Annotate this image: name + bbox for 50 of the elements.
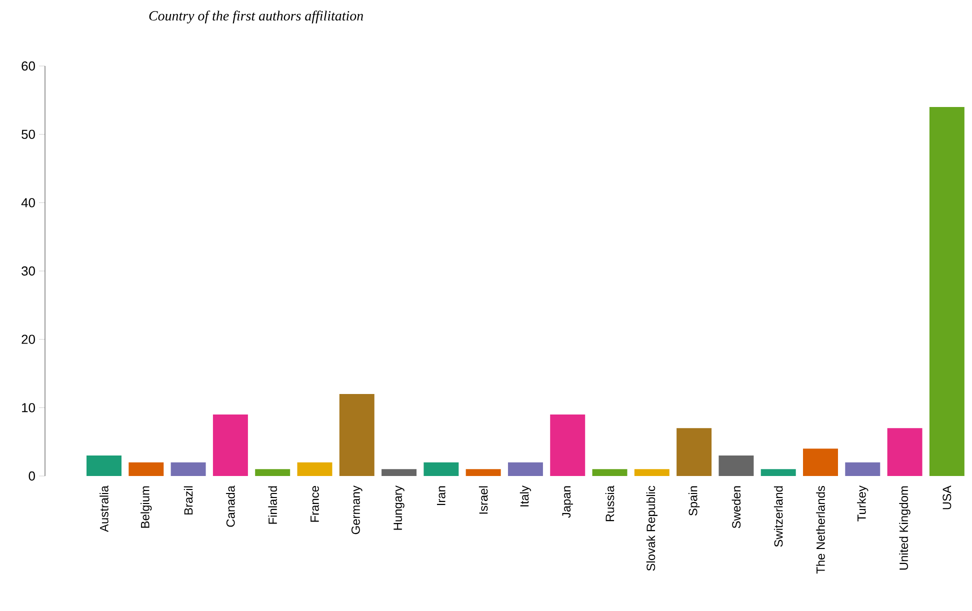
- x-tick-label: Slovak Republic: [646, 486, 658, 571]
- x-tick-label: Russia: [605, 486, 614, 522]
- bar: [508, 462, 543, 476]
- x-tick-label: Japan: [562, 486, 573, 518]
- x-tick-label: France: [310, 486, 319, 522]
- bar: [592, 469, 628, 476]
- y-tick-label: 50: [22, 130, 35, 139]
- x-tick-label: Belgium: [140, 486, 152, 528]
- bar: [86, 456, 122, 476]
- y-tick-label: 30: [22, 266, 35, 276]
- bar: [382, 469, 417, 476]
- x-tick-label: Finland: [268, 486, 277, 524]
- bar: [760, 469, 796, 476]
- y-tick-label: 10: [22, 403, 35, 412]
- bar: [929, 107, 964, 476]
- x-tick-label: Hungary: [394, 486, 404, 530]
- bar: [255, 469, 290, 476]
- x-tick-label: The Netherlands: [816, 486, 825, 574]
- x-tick-label: Germany: [351, 486, 362, 534]
- y-tick-label: 0: [28, 471, 35, 481]
- x-tick-label: Spain: [688, 486, 700, 516]
- x-tick-label: Australia: [100, 486, 108, 532]
- bar: [845, 462, 880, 476]
- x-tick-label: Sweden: [732, 486, 741, 528]
- bar: [212, 414, 248, 476]
- x-tick-label: Israel: [478, 486, 488, 514]
- bar: [466, 469, 501, 476]
- x-tick-label: United Kingdom: [899, 486, 910, 570]
- y-tick-label: 20: [22, 334, 35, 344]
- bar: [297, 462, 332, 476]
- x-tick-label: USA: [942, 486, 952, 510]
- bar: [803, 448, 838, 476]
- bar: [424, 462, 459, 476]
- bar: [170, 462, 206, 476]
- chart-title: Country of the first authors affilitation: [149, 10, 364, 24]
- x-tick-label: Brazil: [184, 486, 193, 514]
- y-tick-label: 40: [21, 198, 35, 208]
- bar: [128, 462, 164, 476]
- x-tick-label: Canada: [226, 486, 235, 527]
- x-tick-label: Italy: [520, 486, 532, 506]
- y-tick-label: 60: [22, 61, 35, 71]
- bar: [634, 469, 670, 476]
- bar: [887, 428, 922, 476]
- x-tick-label: Iran: [437, 486, 446, 506]
- bar: [550, 414, 586, 476]
- bar: [339, 394, 374, 476]
- bar: [676, 428, 712, 476]
- x-tick-label: Turkey: [857, 486, 868, 522]
- bar: [718, 456, 754, 476]
- x-tick-label: Switzerland: [774, 486, 783, 547]
